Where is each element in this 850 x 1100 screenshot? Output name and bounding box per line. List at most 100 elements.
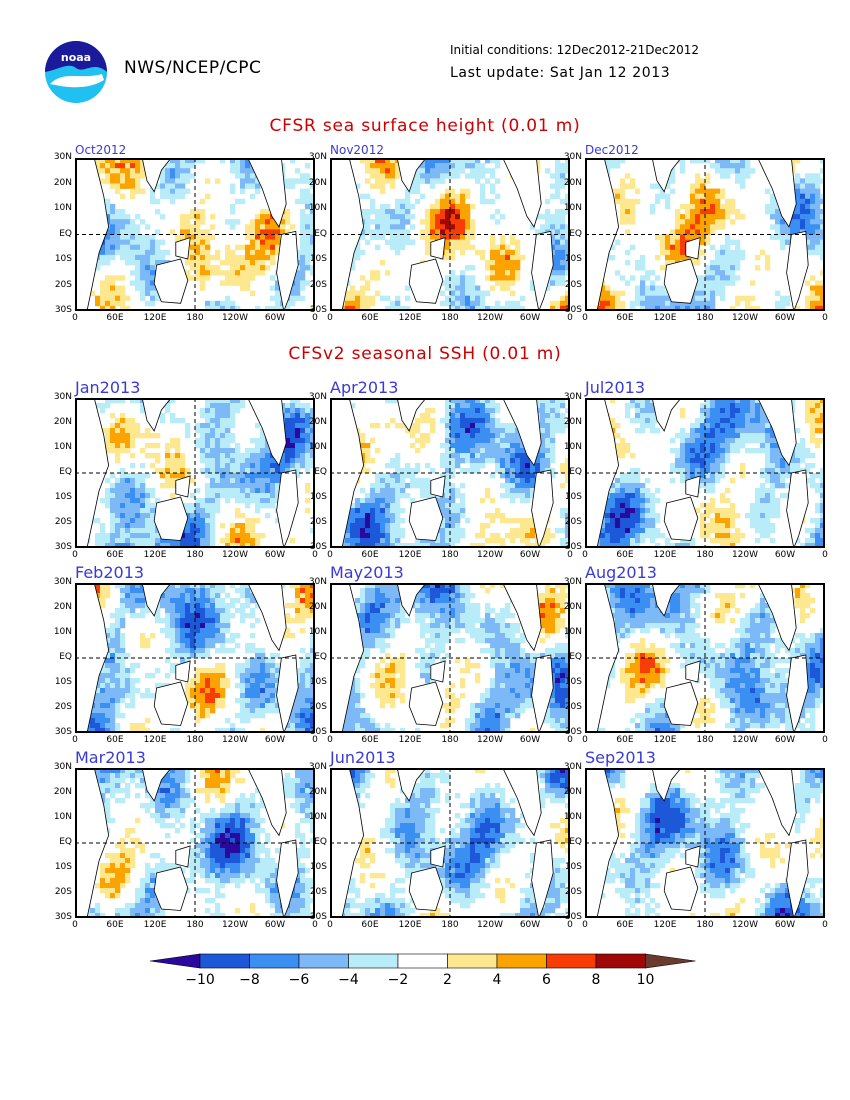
coastline bbox=[153, 496, 189, 541]
ssh-cell bbox=[555, 260, 561, 266]
ssh-cell bbox=[460, 453, 466, 459]
ssh-cell bbox=[310, 254, 315, 261]
ssh-cell bbox=[455, 428, 461, 434]
ssh-cell bbox=[685, 300, 691, 307]
ssh-cell bbox=[700, 473, 706, 479]
ssh-cell bbox=[510, 270, 516, 276]
ssh-cell bbox=[215, 249, 221, 256]
ssh-cell bbox=[515, 493, 521, 499]
ssh-cell bbox=[130, 219, 136, 225]
ssh-cell bbox=[625, 488, 631, 494]
ssh-cell bbox=[455, 423, 461, 429]
ssh-cell bbox=[670, 239, 676, 245]
ssh-cell bbox=[250, 473, 256, 479]
ssh-cell bbox=[525, 483, 531, 489]
ssh-cell bbox=[100, 403, 106, 409]
ssh-cell bbox=[710, 478, 716, 484]
ssh-cell bbox=[745, 408, 751, 414]
ssh-cell bbox=[635, 468, 641, 474]
ssh-cell bbox=[125, 219, 131, 225]
ssh-cell bbox=[805, 413, 811, 419]
ssh-cell bbox=[565, 239, 570, 245]
ssh-cell bbox=[145, 249, 151, 256]
ssh-cell bbox=[505, 533, 511, 539]
ssh-cell bbox=[685, 203, 691, 210]
ssh-cell bbox=[300, 443, 306, 449]
ssh-cell bbox=[485, 433, 491, 439]
ssh-cell bbox=[395, 473, 401, 479]
ssh-cell bbox=[705, 178, 711, 184]
ssh-cell bbox=[245, 285, 251, 291]
ssh-cell bbox=[165, 453, 171, 459]
ssh-cell bbox=[180, 453, 186, 459]
ssh-cell bbox=[350, 508, 356, 514]
ssh-cell bbox=[235, 478, 241, 484]
ssh-cell bbox=[260, 463, 266, 469]
ssh-cell bbox=[655, 518, 661, 524]
ssh-cell bbox=[545, 209, 551, 215]
ssh-cell bbox=[230, 463, 236, 469]
ssh-cell bbox=[250, 533, 256, 539]
ssh-cell bbox=[265, 503, 271, 509]
ssh-cell bbox=[130, 163, 136, 169]
ssh-cell bbox=[120, 518, 126, 524]
ssh-cell bbox=[540, 463, 546, 469]
ssh-cell bbox=[285, 418, 291, 424]
ssh-cell bbox=[725, 209, 731, 215]
ssh-cell bbox=[365, 158, 371, 164]
ssh-cell bbox=[135, 285, 141, 291]
ssh-cell bbox=[510, 468, 516, 474]
ssh-cell bbox=[140, 408, 146, 414]
ssh-cell bbox=[200, 458, 206, 464]
ssh-cell bbox=[820, 503, 825, 509]
ssh-cell bbox=[175, 193, 181, 200]
ssh-cell bbox=[190, 234, 196, 240]
ssh-cell bbox=[670, 249, 676, 256]
ssh-cell bbox=[760, 448, 766, 454]
ssh-cell bbox=[280, 219, 286, 225]
ssh-cell bbox=[195, 538, 201, 544]
ssh-cell bbox=[705, 458, 711, 464]
ssh-cell bbox=[145, 265, 151, 271]
ssh-cell bbox=[205, 523, 211, 529]
ssh-cell bbox=[615, 193, 621, 200]
ssh-cell bbox=[230, 408, 236, 414]
ssh-cell bbox=[115, 224, 121, 230]
ssh-cell bbox=[150, 265, 156, 271]
ssh-cell bbox=[640, 493, 646, 499]
ssh-cell bbox=[130, 270, 136, 276]
ssh-cell bbox=[455, 513, 461, 519]
ssh-cell bbox=[455, 453, 461, 459]
ssh-cell bbox=[220, 270, 226, 276]
ssh-cell bbox=[680, 234, 686, 240]
ssh-cell bbox=[515, 473, 521, 479]
ssh-cell bbox=[385, 463, 391, 469]
ssh-cell bbox=[695, 468, 701, 474]
ssh-cell bbox=[380, 229, 386, 235]
ssh-cell bbox=[780, 458, 786, 464]
ssh-cell bbox=[445, 403, 451, 409]
ssh-cell bbox=[290, 290, 296, 296]
ssh-cell bbox=[450, 488, 456, 494]
ssh-cell bbox=[555, 398, 561, 404]
ssh-cell bbox=[460, 423, 466, 429]
ssh-cell bbox=[395, 543, 401, 548]
ssh-cell bbox=[460, 163, 466, 169]
ssh-cell bbox=[280, 214, 286, 220]
ssh-cell bbox=[650, 183, 656, 189]
ssh-cell bbox=[165, 473, 171, 479]
ssh-cell bbox=[565, 234, 570, 240]
ssh-cell bbox=[495, 533, 501, 539]
ssh-cell bbox=[625, 280, 631, 286]
ssh-cell bbox=[735, 398, 741, 404]
ssh-cell bbox=[550, 403, 556, 409]
ssh-cell bbox=[450, 224, 456, 230]
ssh-cell bbox=[620, 183, 626, 189]
ssh-cell bbox=[230, 458, 236, 464]
ssh-cell bbox=[485, 493, 491, 499]
ssh-cell bbox=[640, 483, 646, 489]
ssh-cell bbox=[130, 543, 136, 548]
ssh-cell bbox=[210, 265, 216, 271]
ssh-cell bbox=[715, 188, 721, 194]
ssh-cell bbox=[435, 198, 441, 205]
